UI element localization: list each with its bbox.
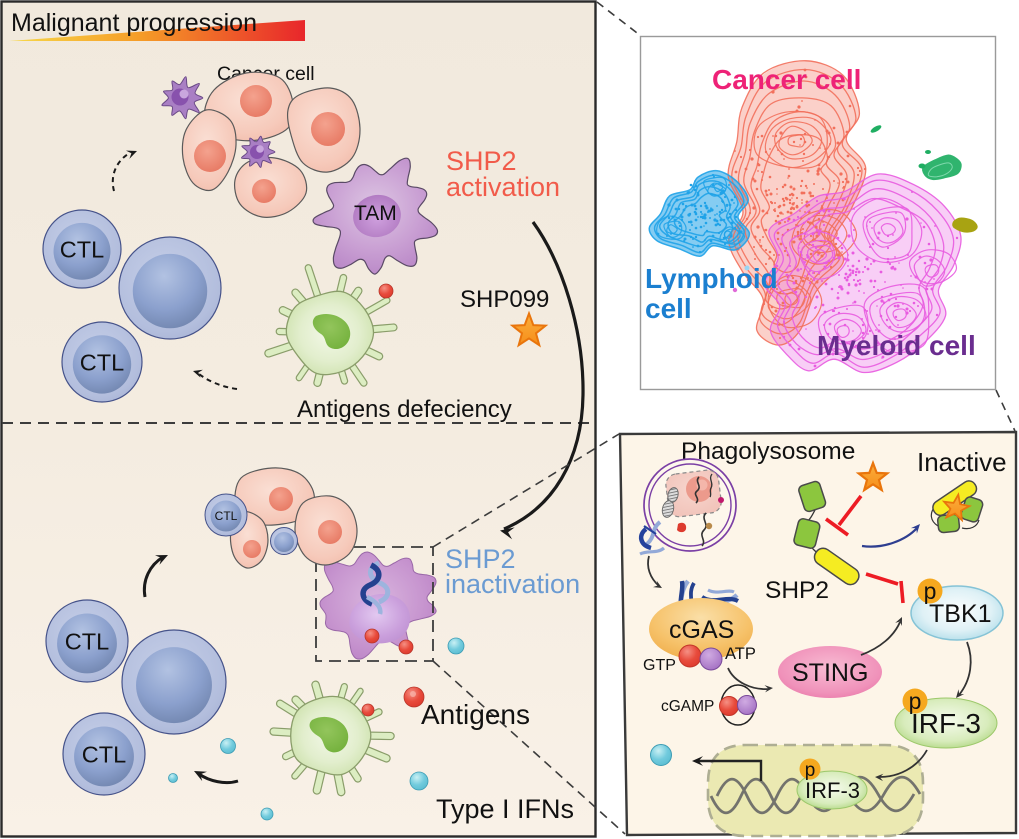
svg-text:ATP: ATP	[725, 645, 756, 663]
svg-text:SHP2: SHP2	[765, 577, 829, 604]
svg-text:IRF-3: IRF-3	[805, 778, 860, 803]
svg-text:cell: cell	[645, 293, 692, 324]
svg-text:TBK1: TBK1	[929, 600, 992, 628]
svg-text:Antigens defeciency: Antigens defeciency	[297, 396, 512, 423]
svg-text:Phagolysosome: Phagolysosome	[681, 438, 855, 465]
svg-text:CTL: CTL	[82, 741, 126, 767]
svg-text:Type I IFNs: Type I IFNs	[436, 794, 574, 824]
svg-text:CTL: CTL	[60, 236, 104, 262]
svg-text:Inactive: Inactive	[917, 447, 1007, 477]
svg-text:IRF-3: IRF-3	[911, 708, 981, 739]
svg-text:STING: STING	[792, 659, 868, 687]
svg-text:SHP2: SHP2	[446, 146, 517, 176]
svg-text:Lymphoid: Lymphoid	[645, 263, 778, 294]
svg-text:CTL: CTL	[65, 628, 109, 654]
svg-text:cGAMP: cGAMP	[661, 698, 714, 715]
svg-text:cGAS: cGAS	[669, 616, 734, 644]
svg-text:Myeloid cell: Myeloid cell	[817, 330, 976, 361]
svg-text:Malignant progression: Malignant progression	[11, 9, 257, 37]
svg-text:inactivation: inactivation	[445, 569, 580, 599]
svg-text:p: p	[805, 760, 816, 781]
svg-text:Antigens: Antigens	[421, 699, 530, 730]
svg-text:Cancer cell: Cancer cell	[712, 64, 861, 95]
svg-text:SHP2: SHP2	[445, 544, 516, 574]
svg-text:p: p	[909, 688, 922, 714]
svg-text:GTP: GTP	[643, 657, 676, 674]
svg-text:SHP099: SHP099	[460, 286, 549, 313]
svg-text:TAM: TAM	[354, 202, 397, 225]
svg-text:p: p	[924, 578, 937, 604]
svg-text:CTL: CTL	[215, 509, 238, 523]
svg-text:activation: activation	[446, 172, 560, 202]
svg-text:CTL: CTL	[80, 349, 124, 375]
